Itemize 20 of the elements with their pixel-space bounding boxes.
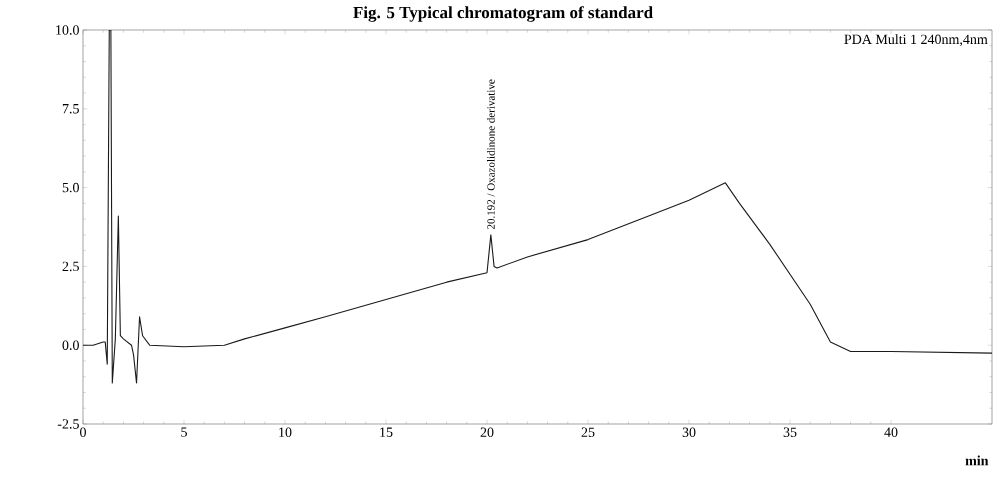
x-tick-label: 5	[181, 427, 187, 437]
annotation: PDA Multi 1 240nm,4nm	[844, 34, 988, 47]
line-series	[83, 30, 993, 384]
y-tick-label: 2.5	[62, 261, 79, 272]
x-tick-label: 40	[884, 427, 898, 437]
x-tick-label: 20	[480, 427, 494, 437]
x-tick-label: 35	[783, 427, 797, 437]
x-tick-label: 30	[682, 427, 696, 437]
y-tick-label: 7.5	[62, 104, 79, 114]
x-axis-title: min	[965, 455, 989, 466]
annotation: 20.192 / Oxazolidinone derivative	[487, 79, 495, 230]
y-tick-label: 5.0	[62, 182, 79, 193]
x-tick-label: 10	[279, 427, 292, 437]
y-tick-label: 10.0	[56, 25, 79, 35]
x-tick-label: 25	[581, 427, 595, 437]
x-tick-label: 15	[380, 427, 393, 437]
x-tick-label: 0	[80, 427, 86, 437]
chart-title: Fig. 5 Typical chromatogram of standard	[353, 6, 653, 22]
y-tick-label: -2.5	[57, 419, 79, 429]
y-tick-label: 0.0	[62, 340, 79, 350]
